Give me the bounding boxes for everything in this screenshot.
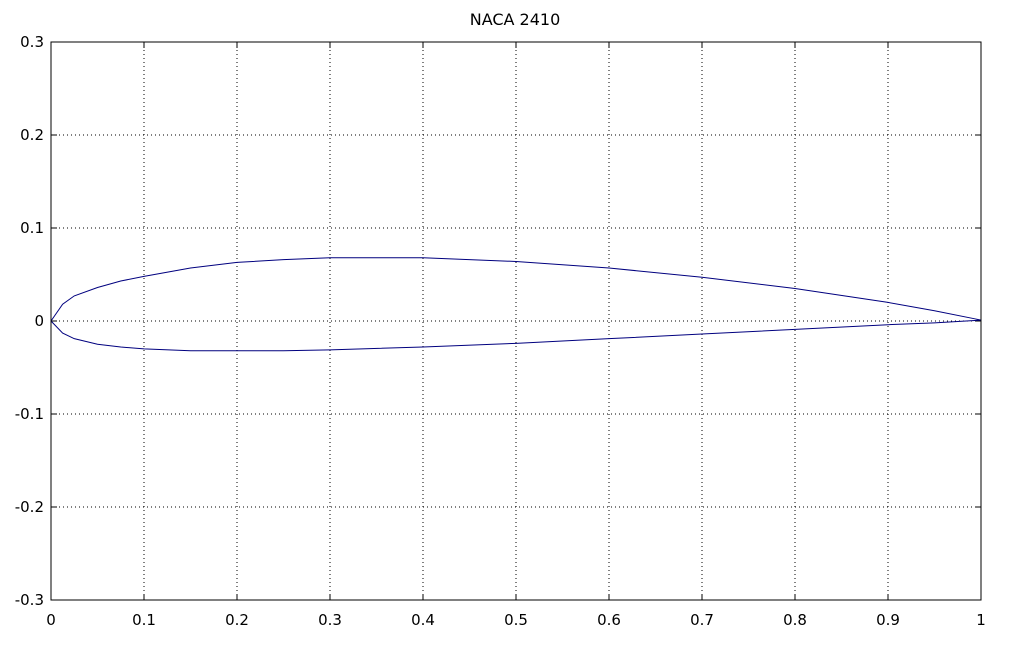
x-tick-label: 0.9 [876,611,900,629]
x-tick-label: 0.7 [690,611,714,629]
y-tick-label: -0.3 [15,591,44,609]
x-tick-label: 0 [46,611,56,629]
y-tick-label: -0.2 [15,498,44,516]
x-tick-label: 0.6 [597,611,621,629]
x-axis-tick-labels: 0 0.1 0.2 0.3 0.4 0.5 0.6 0.7 0.8 0.9 1 [46,611,986,629]
axes-frame [50,41,982,601]
y-tick-label: 0.2 [20,126,44,144]
x-tick-label: 1 [976,611,986,629]
x-tick-label: 0.5 [504,611,528,629]
chart-title: NACA 2410 [470,10,561,29]
y-tick-label: 0.1 [20,219,44,237]
axis-ticks [50,41,982,601]
x-tick-label: 0.3 [318,611,342,629]
x-tick-label: 0.2 [225,611,249,629]
grid [51,42,981,600]
x-tick-label: 0.1 [132,611,156,629]
y-tick-label: 0 [34,312,44,330]
x-tick-label: 0.4 [411,611,435,629]
y-tick-label: -0.1 [15,405,44,423]
y-axis-tick-labels: -0.3 -0.2 -0.1 0 0.1 0.2 0.3 [15,33,44,609]
x-tick-label: 0.8 [783,611,807,629]
y-tick-label: 0.3 [20,33,44,51]
